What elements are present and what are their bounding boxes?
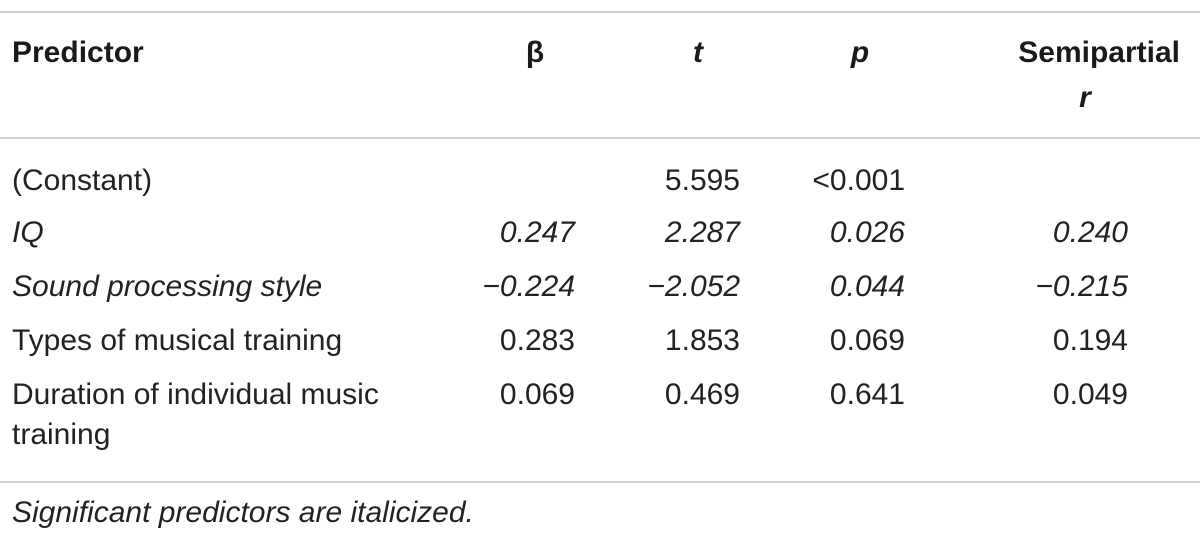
table-header-rule [0,137,1200,139]
row-iq-p: 0.026 [829,216,905,249]
header-predictor: Predictor [12,36,144,69]
row-duration-p: 0.641 [829,378,905,411]
row-sound-semipartial: −0.215 [1035,270,1128,303]
row-types-semipartial: 0.194 [1052,324,1128,357]
row-types-p: 0.069 [829,324,905,357]
row-duration-predictor: Duration of individual music training [12,378,379,451]
row-types-t: 1.853 [664,324,740,357]
header-semipartial: Semipartial [1018,36,1180,69]
header-beta: β [525,36,545,69]
row-iq-t: 2.287 [664,216,740,249]
row-iq-predictor: IQ [12,216,44,249]
row-sound-t: −2.052 [647,270,740,303]
row-sound-predictor: Sound processing style [12,270,323,303]
table-bottom-rule [0,481,1200,483]
row-iq-beta: 0.247 [499,216,575,249]
row-duration-beta: 0.069 [499,378,575,411]
row-constant-predictor: (Constant) [12,164,153,197]
row-constant-p: <0.001 [812,164,905,197]
row-duration-semipartial: 0.049 [1052,378,1128,411]
header-semipartial-r: r [1079,81,1091,114]
table-top-rule [0,11,1200,13]
row-sound-p: 0.044 [829,270,905,303]
row-sound-beta: −0.224 [482,270,575,303]
row-types-beta: 0.283 [499,324,575,357]
header-t: t [693,36,703,69]
row-constant-t: 5.595 [664,164,740,197]
header-p: p [850,36,870,69]
row-types-predictor: Types of musical training [12,324,343,357]
row-duration-t: 0.469 [664,378,740,411]
table-footnote: Significant predictors are italicized. [12,496,474,529]
row-iq-semipartial: 0.240 [1052,216,1128,249]
